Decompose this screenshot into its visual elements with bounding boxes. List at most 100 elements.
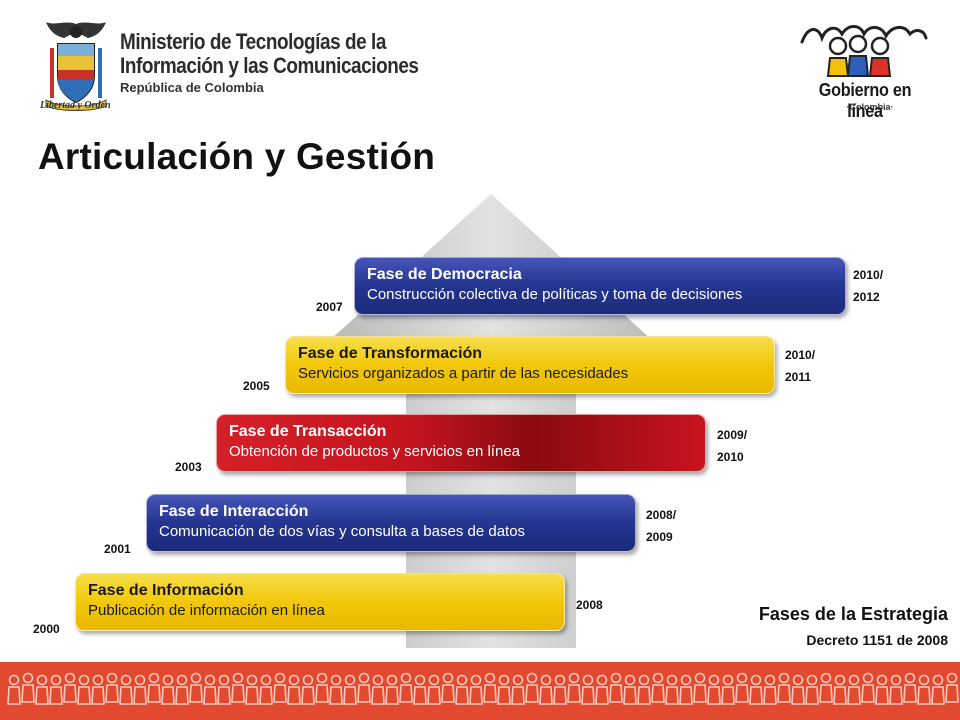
person-icon [511,674,525,705]
strategy-subtitle: Decreto 1151 de 2008 [806,632,948,648]
person-icon [483,672,497,703]
footer-band [0,662,960,720]
ministry-line-2: Información y las Comunicaciones [120,53,419,78]
phase-end-year-line1: 2009/ [717,428,748,442]
person-icon [595,674,609,705]
person-icon [175,674,189,705]
person-icon [399,672,413,703]
gel-subtitle: ·Colombia· [846,102,894,112]
gel-title: Gobierno en línea [818,80,912,121]
person-icon [357,672,371,703]
phase-title: Fase de Transformación [298,345,483,362]
gobierno-en-linea-people-icon [800,25,928,77]
person-icon [245,674,259,705]
person-icon [273,672,287,703]
phase-title: Fase de Interacción [159,503,309,520]
phase-description: Obtención de productos y servicios en lí… [229,443,520,460]
phase-end-year-line2: 2010 [717,450,744,464]
coat-of-arms-icon [45,22,107,111]
ministry-line-1: Ministerio de Tecnologías de la [120,29,386,54]
person-icon [21,672,35,703]
phase-end-year: 2008 [576,594,603,616]
person-icon [861,672,875,703]
person-icon [567,672,581,703]
person-icon [427,674,441,705]
person-icon [581,674,595,705]
person-icon [91,674,105,705]
person-icon [49,674,63,705]
person-icon [119,674,133,705]
strategy-title: Fases de la Estrategia [758,604,948,624]
person-icon [833,674,847,705]
person-icon [133,674,147,705]
phase-description: Comunicación de dos vías y consulta a ba… [159,523,526,540]
phase-end-year-line2: 2009 [646,530,673,544]
person-icon [539,674,553,705]
person-icon [441,672,455,703]
phase-end-year: 2008/ 2009 [646,504,676,548]
phase-end-year-line2: 2011 [785,370,812,384]
person-icon [637,674,651,705]
phase-transformacion: Fase de Transformación Servicios organiz… [285,336,775,394]
person-icon [945,672,959,703]
person-icon [413,674,427,705]
phase-description: Construcción colectiva de políticas y to… [367,286,743,303]
person-icon [63,672,77,703]
person-icon [749,674,763,705]
person-icon [287,674,301,705]
person-icon [721,674,735,705]
person-icon [679,674,693,705]
person-icon [329,674,343,705]
phase-start-year: 2005 [243,379,270,393]
phase-end-year: 2010/ 2012 [853,264,883,308]
phase-end-year: 2010/ 2011 [785,344,815,388]
person-icon [805,674,819,705]
person-icon [693,672,707,703]
person-icon [147,672,161,703]
phase-end-year-line1: 2010/ [785,348,816,362]
phase-description: Servicios organizados a partir de las ne… [298,365,629,382]
person-icon [497,674,511,705]
person-icon [665,674,679,705]
person-icon [385,674,399,705]
person-icon [105,672,119,703]
person-icon [301,674,315,705]
ministry-name: Ministerio de Tecnologías de la Informac… [120,29,467,96]
phase-end-year-line1: 2008 [576,598,603,612]
phase-start-year: 2003 [175,460,202,474]
person-icon [651,672,665,703]
person-icon [791,674,805,705]
person-icon [525,672,539,703]
phase-start-year: 2001 [104,542,131,556]
person-icon [623,674,637,705]
person-icon [763,674,777,705]
person-icon [875,674,889,705]
ministry-subtitle: República de Colombia [120,80,264,95]
person-icon [889,674,903,705]
phase-start-year: 2000 [33,622,60,636]
person-icon [931,674,945,705]
phase-start-year: 2007 [316,300,343,314]
person-icon [371,674,385,705]
person-icon [231,672,245,703]
person-icon [7,674,21,705]
person-icon [343,674,357,705]
person-icon [217,674,231,705]
phase-democracia: Fase de Democracia Construcción colectiv… [354,257,846,315]
person-icon [315,672,329,703]
person-icon [553,674,567,705]
person-icon [707,674,721,705]
person-icon [777,672,791,703]
person-icon [847,674,861,705]
phase-title: Fase de Democracia [367,266,522,283]
person-icon [735,672,749,703]
phase-end-year-line2: 2012 [853,290,880,304]
phase-interaccion: Fase de Interacción Comunicación de dos … [146,494,636,552]
phase-title: Fase de Información [88,582,244,599]
page-title: Articulación y Gestión [38,136,436,177]
phase-end-year-line1: 2010/ [853,268,884,282]
phase-informacion: Fase de Información Publicación de infor… [75,573,565,631]
person-icon [903,672,917,703]
motto: Libertad y Orden [40,100,111,111]
people-pattern-icon [7,672,959,705]
